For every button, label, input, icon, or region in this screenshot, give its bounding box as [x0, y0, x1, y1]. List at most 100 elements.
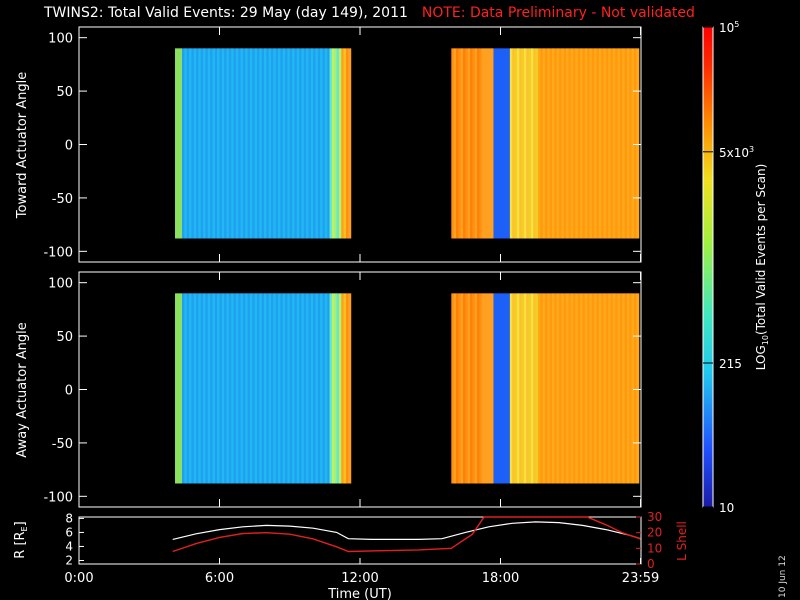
toward-heat-column: [273, 48, 277, 239]
toward-heat-column: [561, 48, 565, 239]
away-heat-column: [254, 293, 258, 484]
colorbar-tick-label: 215: [719, 357, 742, 371]
away-heat-column: [327, 293, 331, 484]
toward-heat-column: [622, 48, 626, 239]
away-heat-column: [294, 293, 298, 484]
away-heat-column: [292, 293, 296, 484]
toward-heat-column: [535, 48, 539, 239]
toward-heat-column: [619, 48, 623, 239]
away-heat-column: [247, 293, 251, 484]
away-heat-column: [338, 293, 342, 484]
away-heat-column: [245, 293, 249, 484]
away-heat-column: [336, 293, 340, 484]
away-heat-column: [495, 293, 499, 484]
toward-heat-column: [505, 48, 509, 239]
away-heat-column: [521, 293, 525, 484]
away-heat-column: [626, 293, 630, 484]
away-heat-column: [301, 293, 305, 484]
toward-heat-column: [617, 48, 621, 239]
away-heat-column: [458, 293, 462, 484]
away-heat-column: [467, 293, 471, 484]
toward-heat-column: [345, 48, 349, 239]
away-heat-column: [242, 293, 246, 484]
away-heat-column: [175, 293, 178, 484]
toward-heat-column: [605, 48, 609, 239]
away-heat-column: [484, 293, 488, 484]
away-heat-column: [322, 293, 326, 484]
away-heat-column: [240, 293, 244, 484]
away-heat-column: [622, 293, 626, 484]
away-heat-column: [533, 293, 537, 484]
toward-heat-column: [601, 48, 605, 239]
toward-heat-column: [556, 48, 560, 239]
time-tick-label: 12:00: [341, 571, 378, 586]
toward-heat-column: [568, 48, 572, 239]
toward-heat-column: [242, 48, 246, 239]
away-heat-column: [582, 293, 586, 484]
toward-heat-column: [299, 48, 303, 239]
toward-heat-column: [514, 48, 518, 239]
toward-ytick-label: 100: [48, 32, 73, 47]
away-heat-column: [528, 293, 532, 484]
away-heat-column: [268, 293, 272, 484]
away-heat-column: [210, 293, 214, 484]
away-heat-column: [516, 293, 520, 484]
toward-heat-column: [214, 48, 218, 239]
toward-heat-column: [486, 48, 490, 239]
away-heat-column: [313, 293, 317, 484]
toward-heat-column: [477, 48, 481, 239]
toward-heat-column: [507, 48, 511, 239]
toward-heat-column: [460, 48, 464, 239]
away-ytick-label: 50: [56, 330, 73, 345]
toward-heat-column: [470, 48, 473, 239]
away-heat-column: [580, 293, 584, 484]
toward-heat-column: [573, 48, 577, 239]
away-heat-column: [331, 293, 335, 484]
away-heat-column: [617, 293, 621, 484]
toward-heat-column: [631, 48, 635, 239]
toward-heat-column: [598, 48, 602, 239]
toward-heat-column: [285, 48, 289, 239]
away-heat-column: [500, 293, 504, 484]
away-heat-column: [507, 293, 511, 484]
away-heat-column: [514, 293, 518, 484]
away-heat-column: [530, 293, 534, 484]
away-heat-column: [559, 293, 562, 484]
toward-heat-column: [280, 48, 284, 239]
toward-heat-column: [526, 48, 530, 239]
away-heat-column: [596, 293, 600, 484]
away-heat-column: [612, 293, 616, 484]
toward-heat-column: [301, 48, 305, 239]
away-heat-column: [200, 293, 204, 484]
toward-ytick-label: 50: [56, 85, 73, 100]
away-heat-column: [552, 293, 555, 484]
away-heat-column: [341, 293, 345, 484]
away-heat-column: [456, 293, 459, 484]
away-heat-column: [296, 293, 300, 484]
away-heat-column: [549, 293, 553, 484]
away-heat-column: [451, 293, 455, 484]
toward-heat-column: [341, 48, 345, 239]
orbit-frame: [78, 516, 642, 565]
away-heat-column: [226, 293, 230, 484]
away-heat-column: [477, 293, 481, 484]
toward-heat-column: [261, 48, 265, 239]
toward-heat-column: [465, 48, 469, 239]
toward-heat-column: [182, 48, 185, 239]
away-heat-column: [498, 293, 502, 484]
r-distance-line: [172, 521, 641, 540]
toward-heat-column: [334, 48, 338, 239]
away-heat-column: [603, 293, 607, 484]
away-heat-column: [235, 293, 239, 484]
away-heat-column: [542, 293, 546, 484]
colorbar-gradient: [702, 26, 714, 508]
away-heat-column: [198, 293, 202, 484]
toward-heat-column: [603, 48, 607, 239]
away-heat-column: [610, 293, 614, 484]
away-heat-column: [249, 293, 253, 484]
toward-heat-column: [575, 48, 579, 239]
away-heat-column: [577, 293, 581, 484]
away-heat-column: [486, 293, 490, 484]
toward-heat-column: [226, 48, 230, 239]
